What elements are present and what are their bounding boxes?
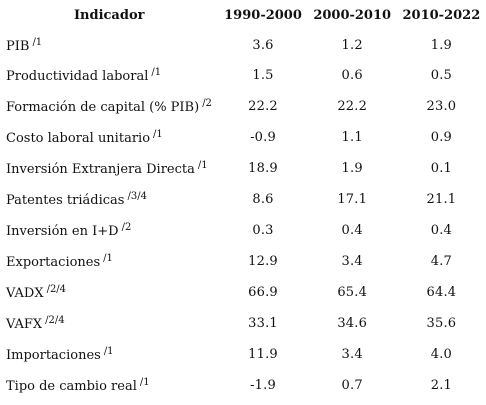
footnote-marker: /1 <box>32 36 43 48</box>
value-cell: -0.9 <box>250 130 276 145</box>
value-cell: 0.1 <box>430 161 453 176</box>
value-cell: 1.2 <box>341 37 363 53</box>
indicator-label: Formación de capital (% PIB) <box>6 100 200 115</box>
value-cell: 35.6 <box>426 316 457 331</box>
value-cell: 3.4 <box>341 347 363 362</box>
value-cell: 1.1 <box>341 130 363 145</box>
value-cell: 0.6 <box>341 68 363 83</box>
value-cell: 1.9 <box>430 37 453 53</box>
value-cell: 0.3 <box>252 223 274 238</box>
table-body: PIB/1 3.6 1.2 1.9 Productividad laboral/1 1.5… <box>0 30 486 401</box>
value-cell: 1.9 <box>341 161 363 176</box>
indicator-label: Inversión Extranjera Directa <box>6 162 195 177</box>
table-row: Tipo de cambio real/1 -1.9 0.7 2.1 <box>0 370 486 401</box>
value-cell: 3.4 <box>341 254 363 269</box>
indicator-label-cell: Costo laboral unitario/1 <box>0 122 218 153</box>
table-row: VADX/2/4 66.9 65.4 64.4 <box>0 277 486 308</box>
value-cell: 34.6 <box>337 316 368 331</box>
indicator-label-cell: Productividad laboral/1 <box>0 60 218 91</box>
footnote-marker: /1 <box>103 253 113 264</box>
value-cell: 0.4 <box>341 223 363 238</box>
header-period-1990-2000: 1990-2000 <box>224 7 302 23</box>
table-row: Productividad laboral/1 1.5 0.6 0.5 <box>0 60 486 91</box>
value-cell: 3.6 <box>252 37 274 53</box>
table-row: VAFX/2/4 33.1 34.6 35.6 <box>0 308 486 339</box>
value-cell: 4.7 <box>430 254 453 269</box>
indicator-label-cell: VADX/2/4 <box>0 277 218 308</box>
indicator-label-cell: Patentes triádicas/3/4 <box>0 184 218 215</box>
table-row: Exportaciones/1 12.9 3.4 4.7 <box>0 246 486 277</box>
indicator-label: VAFX <box>6 317 43 332</box>
indicator-label: Exportaciones <box>6 255 101 270</box>
indicator-label-cell: Importaciones/1 <box>0 339 218 370</box>
footnote-marker: /1 <box>197 160 208 171</box>
value-cell: 12.9 <box>248 254 278 269</box>
footnote-marker: /2/4 <box>45 315 65 326</box>
indicator-label: Costo laboral unitario <box>6 131 151 146</box>
indicator-label-cell: Inversión Extranjera Directa/1 <box>0 153 218 184</box>
footnote-marker: /1 <box>103 346 114 357</box>
table-row: Formación de capital (% PIB)/2 22.2 22.2 23… <box>0 91 486 122</box>
value-cell: 0.9 <box>430 130 453 145</box>
value-cell: 8.6 <box>252 192 274 207</box>
indicator-label-cell: Exportaciones/1 <box>0 246 218 277</box>
table-row: Costo laboral unitario/1 -0.9 1.1 0.9 <box>0 122 486 153</box>
value-cell: 66.9 <box>248 285 278 300</box>
indicator-label: Importaciones <box>6 348 101 363</box>
value-cell: -1.9 <box>250 378 276 393</box>
value-cell: 64.4 <box>426 285 457 300</box>
value-cell: 21.1 <box>426 192 457 207</box>
value-cell: 18.9 <box>248 161 278 176</box>
value-cell: 65.4 <box>337 285 368 300</box>
value-cell: 17.1 <box>337 192 368 207</box>
table-header: Indicador 1990-2000 2000-2010 2010-2022 <box>0 0 486 30</box>
value-cell: 0.7 <box>341 378 363 393</box>
header-row: Indicador 1990-2000 2000-2010 2010-2022 <box>0 0 486 30</box>
header-period-2010-2022: 2010-2022 <box>402 7 481 23</box>
table-row: Importaciones/1 11.9 3.4 4.0 <box>0 339 486 370</box>
value-cell: 0.5 <box>430 68 453 83</box>
header-period-2000-2010: 2000-2010 <box>313 7 392 23</box>
footnote-marker: /2 <box>121 222 132 233</box>
indicator-label: Productividad laboral <box>6 69 149 84</box>
footnote-marker: /2/4 <box>46 284 67 295</box>
table-row: Inversión en I+D/2 0.3 0.4 0.4 <box>0 215 486 246</box>
indicator-label-cell: Inversión en I+D/2 <box>0 215 218 246</box>
footnote-marker: /3/4 <box>127 191 147 202</box>
footnote-marker: /2 <box>202 98 212 109</box>
footnote-marker: /1 <box>153 129 163 140</box>
table-row: Patentes triádicas/3/4 8.6 17.1 21.1 <box>0 184 486 215</box>
indicator-label-cell: VAFX/2/4 <box>0 308 218 339</box>
value-cell: 1.5 <box>252 68 274 83</box>
table-row: PIB/1 3.6 1.2 1.9 <box>0 30 486 60</box>
footnote-marker: /1 <box>151 67 162 78</box>
value-cell: 0.4 <box>430 223 453 238</box>
indicator-label: Patentes triádicas <box>6 193 125 208</box>
value-cell: 22.2 <box>337 99 368 114</box>
indicator-label-cell: PIB/1 <box>0 30 218 60</box>
indicator-label-cell: Formación de capital (% PIB)/2 <box>0 91 218 122</box>
footnote-marker: /1 <box>139 377 150 388</box>
value-cell: 2.1 <box>430 378 453 393</box>
value-cell: 11.9 <box>248 347 278 362</box>
indicator-label: Tipo de cambio real <box>6 379 137 394</box>
indicator-label-cell: Tipo de cambio real/1 <box>0 370 218 401</box>
header-indicator: Indicador <box>73 7 145 23</box>
indicator-label: PIB <box>6 38 30 54</box>
indicator-label: Inversión en I+D <box>6 224 119 239</box>
value-cell: 4.0 <box>430 347 453 362</box>
value-cell: 22.2 <box>248 99 278 114</box>
table-row: Inversión Extranjera Directa/1 18.9 1.9 0.1 <box>0 153 486 184</box>
indicator-label: VADX <box>6 286 44 301</box>
value-cell: 33.1 <box>248 316 278 331</box>
value-cell: 23.0 <box>426 99 457 114</box>
